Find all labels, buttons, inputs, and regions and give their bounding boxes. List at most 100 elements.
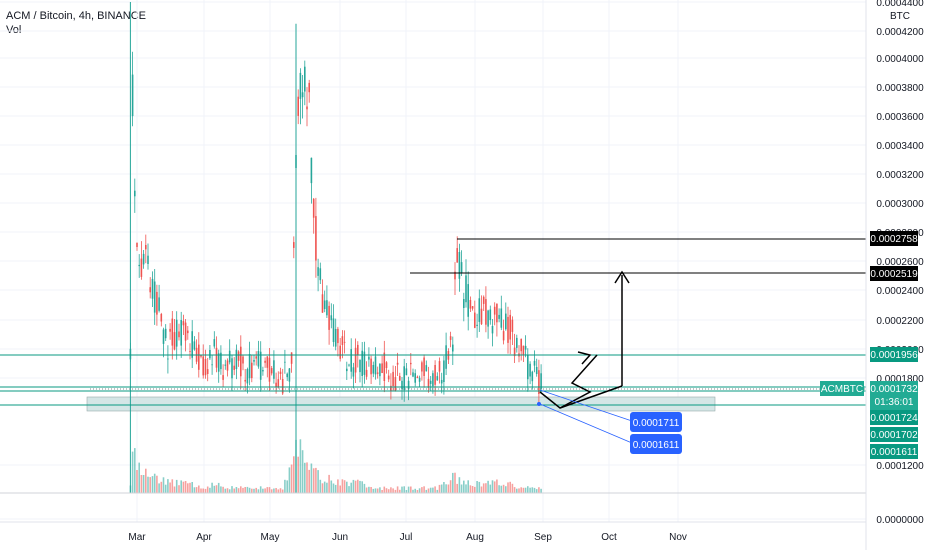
tag-symbol[interactable]: ACMBTC	[820, 381, 864, 396]
tag-level-1724[interactable]: 0.0001724	[870, 410, 918, 425]
currency-label[interactable]: BTC	[890, 11, 910, 22]
tag-resistance-1[interactable]: 0.0002519	[870, 266, 918, 281]
candle-body	[332, 318, 335, 342]
target-bubble-2[interactable]: 0.0001611	[630, 434, 682, 454]
target-bubble-1[interactable]: 0.0001711	[630, 412, 682, 432]
volume-bar	[149, 477, 151, 493]
x-tick-label: May	[261, 532, 280, 543]
tag-level-teal[interactable]: 0.0001956	[870, 347, 918, 362]
volume-bar	[527, 486, 529, 493]
x-tick-label: Mar	[128, 532, 146, 543]
x-tick-label: Nov	[669, 532, 687, 543]
candle-body	[270, 368, 273, 374]
candle-body	[480, 308, 483, 325]
volume-label[interactable]: Vol	[6, 24, 22, 36]
candle-body	[372, 365, 375, 374]
volume-bar	[361, 481, 363, 493]
volume-bar	[440, 484, 443, 493]
volume-bar	[383, 486, 386, 493]
volume-bar	[151, 476, 154, 493]
volume-bar	[520, 487, 522, 493]
projection-path[interactable]	[539, 354, 598, 409]
volume-bar	[301, 450, 304, 493]
volume-bar	[491, 480, 494, 493]
tag-level-1702[interactable]: 0.0001702	[870, 427, 918, 442]
candle-body	[244, 379, 246, 382]
tag-symbol-text: ACMBTC	[821, 384, 863, 395]
candle-body	[151, 278, 154, 299]
volume-bar	[334, 484, 337, 493]
candle-body	[286, 373, 288, 378]
volume-bar	[436, 489, 439, 493]
volume-bar	[246, 486, 249, 493]
chart-legend: ACM / Bitcoin, 4h, BINANCE Vol	[6, 9, 146, 37]
volume-bar	[425, 489, 428, 493]
y-tick-label: 0.0004000	[876, 54, 924, 65]
candle-body	[365, 369, 368, 377]
volume-bar	[381, 490, 383, 493]
volume-bar	[220, 486, 222, 493]
volume-bar	[321, 483, 324, 493]
candle-body	[323, 300, 326, 309]
volume-bar	[200, 488, 202, 493]
candle-body	[284, 361, 286, 363]
volume-bar	[147, 476, 149, 493]
candle-body	[385, 362, 388, 368]
candle-body	[350, 349, 352, 372]
chart-title[interactable]: ACM / Bitcoin, 4h, BINANCE	[6, 10, 146, 22]
candle-body	[458, 252, 461, 279]
candle-body	[489, 309, 492, 321]
candle-body	[491, 326, 494, 334]
candle-body	[224, 364, 227, 366]
candle-body	[531, 371, 534, 382]
volume-bar	[213, 485, 216, 493]
volume-bar	[350, 482, 352, 493]
candle-body	[228, 350, 231, 363]
candle-body	[310, 157, 313, 184]
volume-bar	[248, 487, 251, 493]
volume-bar	[427, 488, 430, 493]
candle-body	[273, 360, 275, 379]
volume-bar	[452, 472, 454, 493]
volume-bar	[164, 484, 167, 493]
projection-line-1[interactable]	[539, 389, 633, 422]
volume-bar	[317, 470, 319, 493]
volume-bar	[482, 483, 485, 493]
candle-body	[306, 106, 308, 110]
candle-body	[496, 303, 498, 323]
candle-body	[262, 370, 264, 372]
volume-bar	[189, 482, 191, 493]
candle-body	[381, 363, 383, 373]
candle-body	[500, 308, 503, 328]
volume-bar	[505, 486, 507, 493]
upward-arrow-shaft[interactable]	[559, 385, 623, 409]
volume-bar	[469, 485, 472, 493]
volume-bar	[290, 464, 293, 493]
volume-bar	[284, 479, 286, 493]
candle-body	[363, 351, 366, 375]
support-zone[interactable]	[86, 396, 716, 412]
candle-body	[405, 368, 408, 376]
projection-anchor[interactable]	[537, 402, 541, 406]
tag-level-1611[interactable]: 0.0001611	[870, 444, 918, 459]
tag-resistance-2[interactable]: 0.0002758	[870, 231, 918, 246]
candle-body	[304, 66, 306, 92]
candle-body	[281, 379, 284, 394]
volume-bar	[443, 482, 445, 493]
volume-bar	[502, 484, 505, 493]
volume-bar	[522, 487, 525, 493]
volume-bar	[516, 488, 518, 493]
volume-bar	[273, 488, 275, 493]
projection-line-2[interactable]	[539, 403, 633, 444]
y-tick-label: 0.0003000	[876, 199, 924, 210]
volume-bar	[438, 484, 441, 493]
tag-current-price[interactable]: 0.0001732 01:36:01	[870, 381, 918, 410]
candle-body	[516, 337, 518, 348]
candle-body	[443, 360, 445, 382]
volume-bar	[416, 490, 419, 493]
candle-body	[158, 297, 160, 311]
volume-bar	[496, 479, 498, 493]
candle-body	[275, 382, 277, 388]
x-tick-label: Aug	[466, 532, 484, 543]
